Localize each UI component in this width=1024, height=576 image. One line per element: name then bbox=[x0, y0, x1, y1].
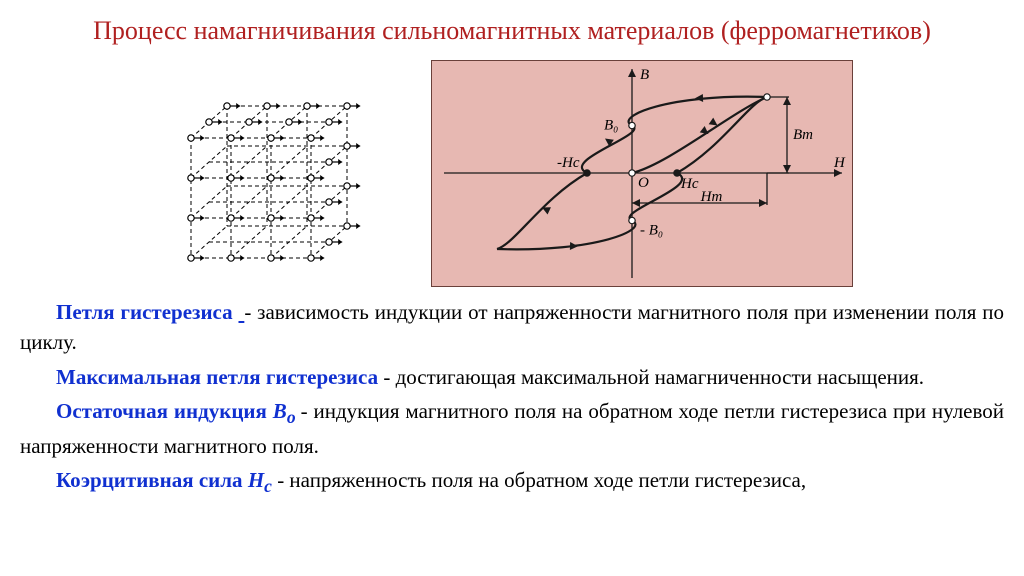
figure-row: B H O Bm HmHc B₀ - B₀ -Hc bbox=[20, 60, 1004, 287]
svg-text:B₀: B₀ bbox=[604, 117, 618, 133]
svg-text:Hc: Hc bbox=[680, 176, 699, 192]
term-3: Остаточная индукция bbox=[56, 399, 273, 423]
svg-text:-Hc: -Hc bbox=[557, 155, 580, 171]
term-4: Коэрцитивная сила bbox=[56, 468, 248, 492]
lattice-cube-figure bbox=[171, 78, 371, 268]
term-1: Петля гистерезиса bbox=[56, 300, 238, 324]
text-2: - достигающая максимальной намагниченнос… bbox=[378, 365, 924, 389]
svg-text:H: H bbox=[833, 155, 846, 171]
sym-B-sub: o bbox=[287, 407, 301, 427]
def-max-loop: Максимальная петля гистерезиса - достига… bbox=[20, 362, 1004, 392]
svg-text:Bm: Bm bbox=[793, 127, 813, 143]
hysteresis-figure: B H O Bm HmHc B₀ - B₀ -Hc bbox=[431, 60, 853, 287]
sym-H-sub: c bbox=[264, 476, 272, 496]
definitions: Петля гистерезиса - зависимость индукции… bbox=[20, 297, 1004, 500]
sym-H: H bbox=[248, 468, 264, 492]
svg-text:- B₀: - B₀ bbox=[640, 222, 663, 238]
sym-B: B bbox=[273, 399, 287, 423]
page-title: Процесс намагничивания сильномагнитных м… bbox=[20, 12, 1004, 50]
svg-text:B: B bbox=[640, 67, 649, 83]
svg-text:O: O bbox=[638, 175, 649, 191]
term-2: Максимальная петля гистерезиса bbox=[56, 365, 378, 389]
text-4: - напряженность поля на обратном ходе пе… bbox=[272, 468, 806, 492]
def-residual-induction: Остаточная индукция Bo - индукция магнит… bbox=[20, 396, 1004, 461]
def-coercive-force: Коэрцитивная сила Hc - напряженность пол… bbox=[20, 465, 1004, 500]
svg-text:Hm: Hm bbox=[700, 189, 723, 205]
def-hysteresis-loop: Петля гистерезиса - зависимость индукции… bbox=[20, 297, 1004, 358]
